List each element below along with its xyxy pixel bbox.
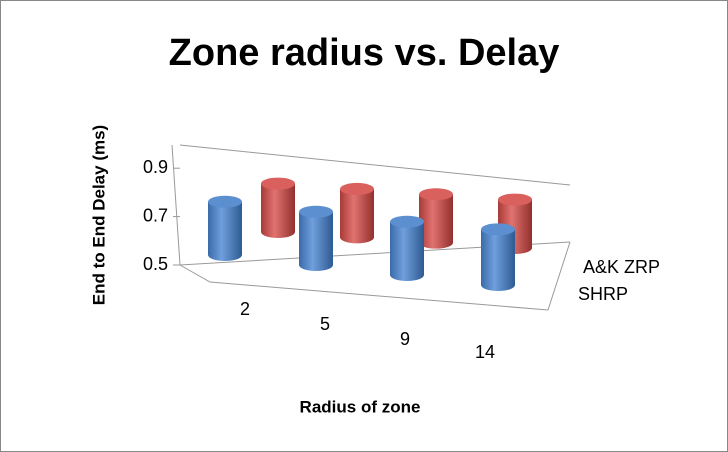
chart-title: Zone radius vs. Delay [169, 32, 560, 74]
bar-body [481, 229, 515, 291]
bar-top [481, 223, 515, 236]
y-tick-label: 0.5 [143, 254, 168, 274]
bar-body [208, 201, 242, 261]
bar-top [498, 193, 532, 206]
bar-top [208, 195, 242, 208]
bar-body [390, 221, 424, 281]
bar-top [390, 215, 424, 228]
y-axis-title: End to End Delay (ms) [89, 125, 108, 305]
bar-top [340, 182, 374, 195]
x-tick-label: 9 [400, 329, 410, 349]
y-tick-label: 0.7 [143, 205, 168, 225]
y-tick-label: 0.9 [143, 157, 168, 177]
bar-body [340, 188, 374, 244]
bar-top [261, 177, 295, 190]
x-tick-label: 2 [240, 299, 250, 319]
legend-label: SHRP [578, 284, 628, 304]
x-tick-label: 14 [475, 342, 495, 362]
bar-body [299, 211, 333, 271]
x-tick-label: 5 [320, 314, 330, 334]
bar-body [261, 183, 295, 238]
legend-label: A&K ZRP [583, 257, 660, 277]
bar-body [419, 194, 453, 249]
x-axis-title: Radius of zone [300, 397, 421, 416]
bar-top [299, 205, 333, 218]
bar-top [419, 188, 453, 201]
